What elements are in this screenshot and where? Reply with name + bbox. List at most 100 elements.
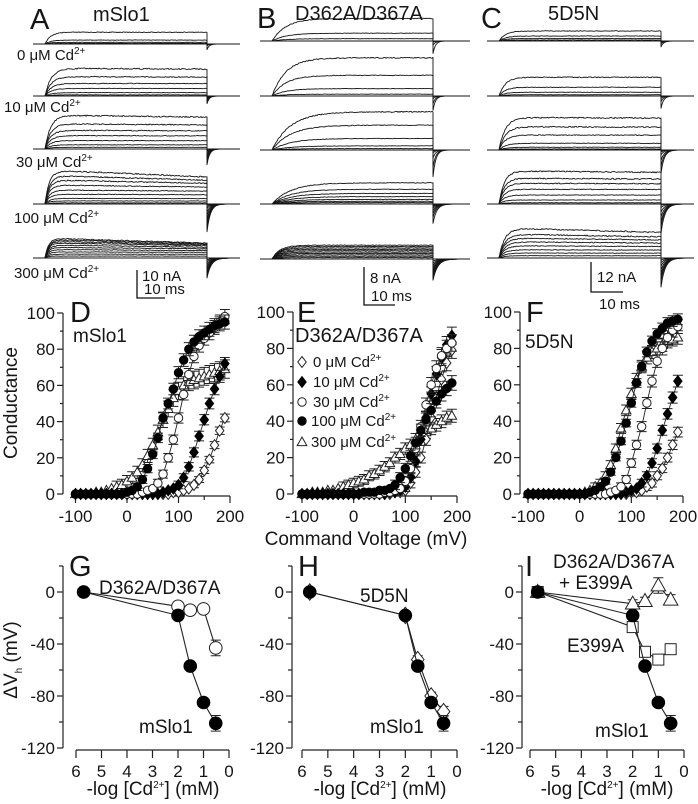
y-tick-label: 40 xyxy=(493,412,512,431)
current-trace xyxy=(33,129,240,159)
condition-text: 300 μM Cd xyxy=(14,265,88,282)
current-trace xyxy=(33,244,241,272)
legend-label: 0 μM Cd2+ xyxy=(313,353,382,371)
x-tick-label: 100 xyxy=(164,507,192,526)
current-trace xyxy=(487,199,694,208)
current-trace xyxy=(33,87,240,99)
open-diamond-marker xyxy=(220,411,230,425)
legend: 0 μM Cd2+ 10 μM Cd2+ 30 μM Cd2+ 100 μM C… xyxy=(296,353,396,451)
x-tick-label: 0 xyxy=(122,507,131,526)
current-trace xyxy=(260,74,470,105)
filled-circle-marker xyxy=(171,608,185,623)
panel-c-current-traces: C 5D5N 12 nA 10 ms xyxy=(481,3,695,313)
open-diamond-marker xyxy=(199,464,210,477)
superscript: 2+ xyxy=(88,209,100,220)
open-circle-marker xyxy=(153,478,163,488)
panel-label: B xyxy=(257,3,276,35)
open-triangle-marker xyxy=(126,471,138,482)
current-trace xyxy=(260,198,470,209)
current-trace xyxy=(33,255,240,261)
open-circle-marker xyxy=(626,458,637,468)
current-trace xyxy=(33,184,240,221)
scale-bar-time-label: 10 ms xyxy=(371,288,412,305)
open-circle-marker xyxy=(426,380,436,390)
panel-label: D xyxy=(70,297,91,329)
current-trace xyxy=(260,202,470,206)
panel-label: F xyxy=(526,297,544,329)
current-trace xyxy=(260,110,470,178)
current-trace xyxy=(260,200,470,207)
y-tick-label: 0 xyxy=(46,485,55,504)
y-tick-label: 100 xyxy=(257,303,285,322)
condition-label: 0 μM Cd2+ xyxy=(17,46,86,64)
open-triangle-marker xyxy=(615,422,627,433)
filled-circle-marker xyxy=(208,716,223,731)
open-diamond-marker xyxy=(204,453,215,466)
filled-circle-marker xyxy=(416,425,426,435)
filled-diamond-marker xyxy=(631,482,642,495)
superscript: 2+ xyxy=(88,264,100,275)
filled-diamond-marker xyxy=(662,407,673,421)
condition-text: 100 μM Cd xyxy=(14,210,88,227)
x-tick-label: 3 xyxy=(602,762,611,781)
current-trace xyxy=(260,124,470,168)
legend-text: 100 μM Cd xyxy=(311,413,385,430)
current-trace xyxy=(260,137,470,159)
panel-label: C xyxy=(481,3,502,35)
y-tick-label: 60 xyxy=(36,376,55,395)
legend-label: 10 μM Cd2+ xyxy=(313,373,390,391)
superscript: 2+ xyxy=(378,393,390,404)
current-trace xyxy=(487,134,694,162)
label-text: -log [Cd xyxy=(541,779,608,800)
condition-text: 0 μM Cd xyxy=(17,47,74,64)
current-trace xyxy=(33,197,240,210)
x-tick-label: 6 xyxy=(71,762,80,781)
trace-family xyxy=(33,114,240,166)
current-trace xyxy=(487,202,694,206)
current-trace xyxy=(487,86,694,103)
superscript: 2+ xyxy=(385,412,397,423)
x-axis-label: -log [Cd2+] (mM) xyxy=(314,779,447,800)
trace-family xyxy=(260,182,470,224)
current-trace xyxy=(33,139,240,154)
current-trace xyxy=(260,87,470,100)
condition-text: 30 μM Cd xyxy=(16,154,81,171)
y-tick-label: -120 xyxy=(21,739,55,758)
series-filled-circle xyxy=(70,314,230,499)
legend-text: 0 μM Cd xyxy=(313,354,370,371)
filled-circle-marker xyxy=(410,438,421,448)
filled-circle-marker xyxy=(421,414,431,425)
current-trace xyxy=(260,145,470,154)
legend-label: 100 μM Cd2+ xyxy=(311,412,396,430)
filled-circle-marker xyxy=(76,585,91,599)
x-tick-label: -100 xyxy=(511,507,545,526)
y-tick-label: 40 xyxy=(36,413,55,432)
filled-diamond-marker xyxy=(204,397,215,410)
current-trace xyxy=(487,39,694,43)
filled-circle-marker xyxy=(148,449,158,459)
current-trace xyxy=(487,194,694,213)
y-tick-label: 40 xyxy=(266,412,285,431)
current-trace xyxy=(487,188,694,218)
trace-family xyxy=(487,228,695,288)
legend-text: 300 μM Cd xyxy=(311,434,385,451)
scale-bar-current-label: 10 nA xyxy=(142,268,181,285)
series-annotation: mSlo1 xyxy=(139,717,193,738)
current-trace xyxy=(487,125,694,168)
condition-label: 300 μM Cd2+ xyxy=(14,264,99,282)
panel-title: mSlo1 xyxy=(93,4,150,26)
current-trace xyxy=(260,254,470,266)
series-filled-circle xyxy=(76,585,223,732)
x-tick-label: -100 xyxy=(285,507,319,526)
current-trace xyxy=(33,251,240,265)
current-trace xyxy=(260,188,470,218)
series-annotation: 5D5N xyxy=(360,586,409,607)
current-trace xyxy=(260,245,470,279)
open-circle-marker xyxy=(616,482,626,492)
trace-family xyxy=(33,170,240,233)
current-trace xyxy=(487,146,694,153)
